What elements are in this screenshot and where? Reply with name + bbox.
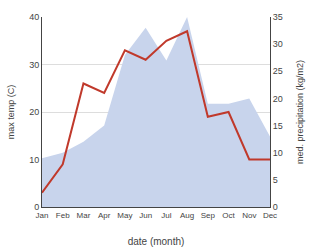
svg-text:25: 25 [273, 66, 283, 76]
svg-text:Feb: Feb [56, 211, 70, 220]
svg-text:20: 20 [29, 107, 39, 117]
svg-text:30: 30 [29, 60, 39, 70]
svg-text:30: 30 [273, 39, 283, 49]
svg-text:15: 15 [273, 121, 283, 131]
svg-text:Mar: Mar [77, 211, 91, 220]
svg-text:Jan: Jan [36, 211, 49, 220]
svg-text:date (month): date (month) [128, 236, 185, 247]
svg-text:10: 10 [29, 155, 39, 165]
svg-text:35: 35 [273, 12, 283, 22]
svg-text:0: 0 [273, 202, 278, 212]
svg-text:Jun: Jun [139, 211, 152, 220]
svg-text:Nov: Nov [242, 211, 256, 220]
svg-text:Sep: Sep [201, 211, 216, 220]
svg-text:Oct: Oct [222, 211, 235, 220]
svg-text:10: 10 [273, 148, 283, 158]
svg-text:Aug: Aug [180, 211, 194, 220]
svg-text:20: 20 [273, 94, 283, 104]
svg-text:max temp (C): max temp (C) [6, 85, 16, 140]
svg-text:40: 40 [29, 12, 39, 22]
svg-text:0: 0 [34, 202, 39, 212]
svg-text:med. precipitation (kg/m2): med. precipitation (kg/m2) [295, 60, 305, 164]
svg-text:Jul: Jul [161, 211, 171, 220]
svg-text:Dec: Dec [263, 211, 277, 220]
svg-text:Apr: Apr [98, 211, 111, 220]
svg-text:May: May [117, 211, 132, 220]
svg-text:5: 5 [273, 175, 278, 185]
